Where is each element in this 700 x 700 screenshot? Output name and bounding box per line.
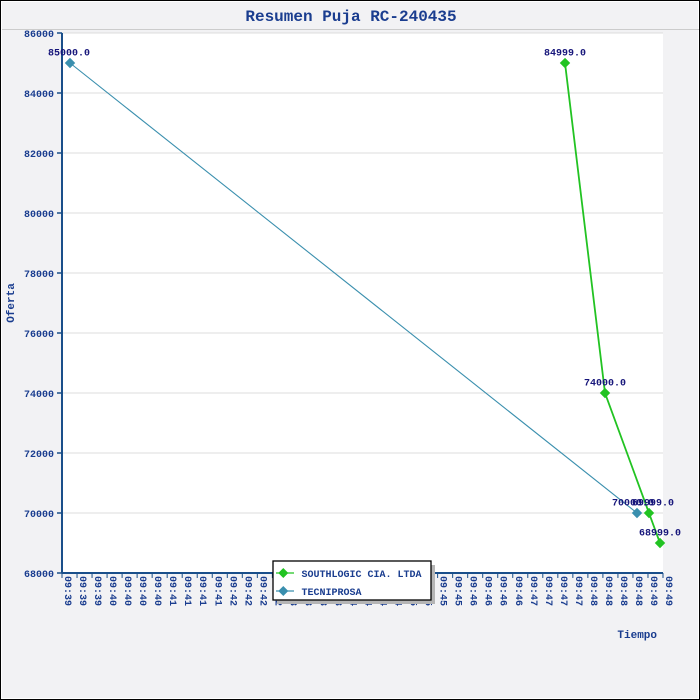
svg-text:09:48: 09:48 <box>602 576 613 606</box>
svg-text:84999.0: 84999.0 <box>544 49 586 60</box>
svg-text:09:41: 09:41 <box>181 576 192 606</box>
svg-text:82000: 82000 <box>24 150 54 161</box>
svg-text:TECNIPROSA: TECNIPROSA <box>302 588 362 599</box>
svg-text:09:39: 09:39 <box>91 576 102 606</box>
svg-text:09:45: 09:45 <box>452 576 463 606</box>
svg-text:09:48: 09:48 <box>632 576 643 606</box>
svg-text:09:48: 09:48 <box>587 576 598 606</box>
svg-text:68999.0: 68999.0 <box>639 529 681 540</box>
svg-text:09:41: 09:41 <box>196 576 207 606</box>
svg-text:09:48: 09:48 <box>617 576 628 606</box>
svg-text:85000.0: 85000.0 <box>48 49 90 60</box>
svg-text:69999.0: 69999.0 <box>632 499 674 510</box>
svg-text:09:40: 09:40 <box>151 576 162 606</box>
svg-text:86000: 86000 <box>24 30 54 41</box>
svg-text:09:42: 09:42 <box>241 576 252 606</box>
svg-text:72000: 72000 <box>24 450 54 461</box>
svg-text:76000: 76000 <box>24 330 54 341</box>
svg-text:09:41: 09:41 <box>211 576 222 606</box>
svg-text:78000: 78000 <box>24 270 54 281</box>
svg-text:09:45: 09:45 <box>437 576 448 606</box>
svg-text:09:40: 09:40 <box>106 576 117 606</box>
svg-text:68000: 68000 <box>24 570 54 581</box>
svg-text:09:46: 09:46 <box>482 576 493 606</box>
svg-text:09:42: 09:42 <box>256 576 267 606</box>
svg-text:Tiempo: Tiempo <box>617 630 657 642</box>
svg-text:09:47: 09:47 <box>527 576 538 606</box>
svg-text:09:46: 09:46 <box>512 576 523 606</box>
svg-text:09:39: 09:39 <box>76 576 87 606</box>
svg-text:09:49: 09:49 <box>647 576 658 606</box>
svg-text:09:39: 09:39 <box>61 576 72 606</box>
svg-text:09:40: 09:40 <box>136 576 147 606</box>
svg-text:09:47: 09:47 <box>557 576 568 606</box>
svg-text:84000: 84000 <box>24 90 54 101</box>
svg-text:09:47: 09:47 <box>542 576 553 606</box>
svg-text:09:47: 09:47 <box>572 576 583 606</box>
svg-text:09:46: 09:46 <box>467 576 478 606</box>
svg-text:09:46: 09:46 <box>497 576 508 606</box>
svg-text:SOUTHLOGIC CIA. LTDA: SOUTHLOGIC CIA. LTDA <box>302 570 422 581</box>
svg-text:74000.0: 74000.0 <box>584 379 626 390</box>
svg-text:Oferta: Oferta <box>6 283 18 323</box>
svg-text:80000: 80000 <box>24 210 54 221</box>
svg-text:09:40: 09:40 <box>121 576 132 606</box>
svg-text:74000: 74000 <box>24 390 54 401</box>
svg-text:09:42: 09:42 <box>226 576 237 606</box>
svg-text:09:49: 09:49 <box>662 576 673 606</box>
svg-text:09:41: 09:41 <box>166 576 177 606</box>
svg-text:70000: 70000 <box>24 510 54 521</box>
